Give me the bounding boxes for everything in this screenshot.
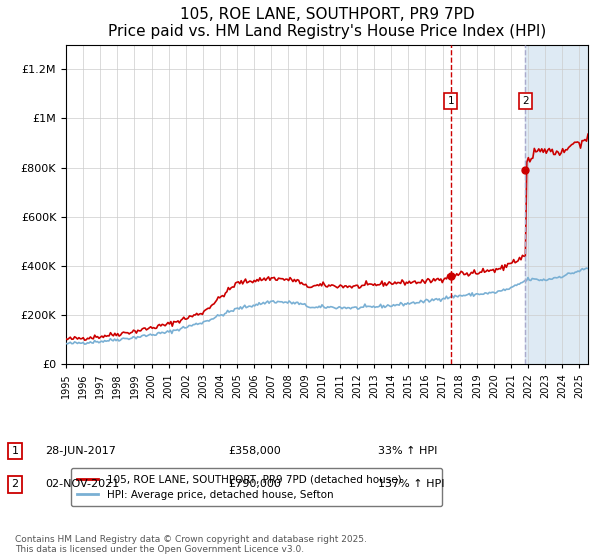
Text: 28-JUN-2017: 28-JUN-2017 [45,446,116,456]
Text: 2: 2 [11,479,19,489]
Text: 1: 1 [448,96,454,106]
Text: 1: 1 [11,446,19,456]
Text: 2: 2 [522,96,529,106]
Text: 02-NOV-2021: 02-NOV-2021 [45,479,119,489]
Legend: 105, ROE LANE, SOUTHPORT, PR9 7PD (detached house), HPI: Average price, detached: 105, ROE LANE, SOUTHPORT, PR9 7PD (detac… [71,468,442,506]
Bar [526,45,588,364]
Text: £790,000: £790,000 [228,479,281,489]
Text: £358,000: £358,000 [228,446,281,456]
Text: 137% ↑ HPI: 137% ↑ HPI [378,479,445,489]
Text: Contains HM Land Registry data © Crown copyright and database right 2025.
This d: Contains HM Land Registry data © Crown c… [15,535,367,554]
Text: 33% ↑ HPI: 33% ↑ HPI [378,446,437,456]
Title: 105, ROE LANE, SOUTHPORT, PR9 7PD
Price paid vs. HM Land Registry's House Price : 105, ROE LANE, SOUTHPORT, PR9 7PD Price … [108,7,546,39]
